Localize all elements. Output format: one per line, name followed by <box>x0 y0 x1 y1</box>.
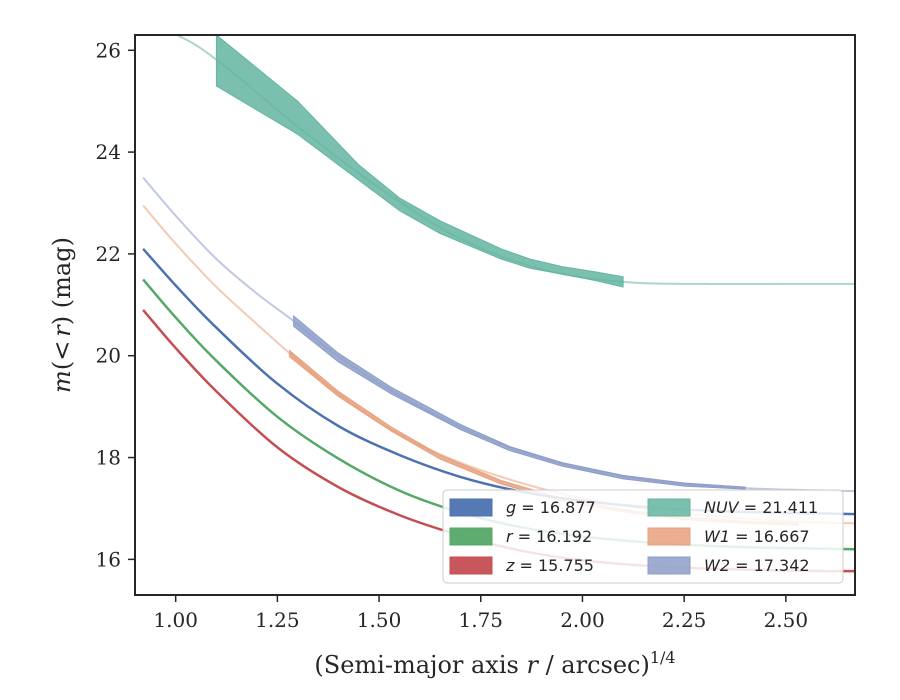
legend-label-r: r = 16.192 <box>506 527 592 546</box>
legend-swatch-g <box>449 498 493 517</box>
x-tick-label: 1.00 <box>153 608 198 632</box>
x-tick-label: 2.50 <box>764 608 809 632</box>
legend-label-w1: W1 = 16.667 <box>704 527 810 546</box>
y-tick-label: 24 <box>96 140 121 164</box>
y-tick-label: 16 <box>96 547 121 571</box>
x-tick-label: 2.25 <box>662 608 707 632</box>
band-w2 <box>293 314 746 490</box>
y-tick-label: 26 <box>96 38 121 62</box>
fit-line-nuv <box>174 35 855 286</box>
legend: g = 16.877 r = 16.192 z = 15.755 NUV = 21.4… <box>442 489 844 584</box>
y-tick-label: 18 <box>96 446 121 470</box>
legend-swatch-nuv <box>647 498 691 517</box>
band-nuv <box>215 35 624 288</box>
legend-frame <box>442 489 844 584</box>
y-axis: 16 18 20 22 24 26 <box>96 38 135 571</box>
x-tick-label: 1.75 <box>458 608 503 632</box>
plot-area <box>142 35 855 573</box>
y-axis-title: m(<r) (mag) <box>48 237 76 393</box>
x-tick-label: 1.50 <box>357 608 402 632</box>
x-tick-label: 2.00 <box>560 608 605 632</box>
legend-label-nuv: NUV = 21.411 <box>704 498 818 517</box>
legend-label-z: z = 15.755 <box>505 556 594 575</box>
legend-swatch-w2 <box>647 556 691 575</box>
legend-label-g: g = 16.877 <box>506 498 596 517</box>
y-tick-label: 20 <box>96 344 121 368</box>
x-axis-title: (Semi-major axis r / arcsec)1/4 <box>314 648 675 679</box>
legend-swatch-w1 <box>647 527 691 546</box>
y-tick-label: 22 <box>96 242 121 266</box>
x-tick-label: 1.25 <box>255 608 300 632</box>
axes-frame <box>134 34 856 596</box>
legend-swatch-r <box>449 527 493 546</box>
legend-label-w2: W2 = 17.342 <box>704 556 810 575</box>
x-axis: 1.00 1.25 1.50 1.75 2.00 2.25 2.50 <box>153 595 808 632</box>
legend-swatch-z <box>449 556 493 575</box>
